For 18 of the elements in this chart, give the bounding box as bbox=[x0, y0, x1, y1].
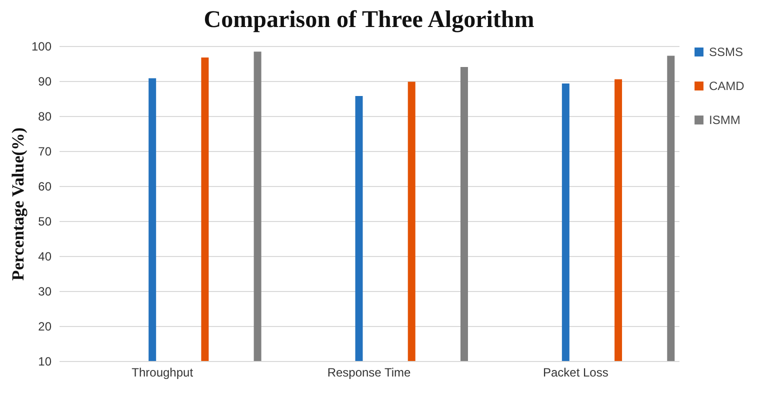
y-tick-label: 30 bbox=[38, 284, 52, 298]
legend-label: ISMM bbox=[709, 113, 740, 127]
x-tick-label: Response Time bbox=[327, 366, 412, 380]
chart-title: Comparison of Three Algorithm bbox=[204, 7, 534, 33]
y-axis-title: Percentage Value(%) bbox=[8, 127, 28, 281]
x-tick-label: Packet Loss bbox=[542, 366, 608, 380]
y-tick-label: 10 bbox=[38, 354, 52, 368]
x-tick-label: Throughput bbox=[132, 366, 194, 380]
y-tick-label: 100 bbox=[31, 40, 52, 54]
y-tick-label: 60 bbox=[38, 180, 52, 194]
y-tick-label: 20 bbox=[38, 320, 52, 334]
y-tick-label: 40 bbox=[38, 250, 52, 264]
y-tick-label: 80 bbox=[38, 110, 52, 124]
legend-label: CAMD bbox=[709, 79, 745, 93]
y-tick-label: 70 bbox=[38, 144, 52, 158]
y-tick-label: 50 bbox=[38, 214, 52, 228]
y-tick-label: 90 bbox=[38, 74, 52, 88]
legend-label: SSMS bbox=[709, 45, 744, 59]
